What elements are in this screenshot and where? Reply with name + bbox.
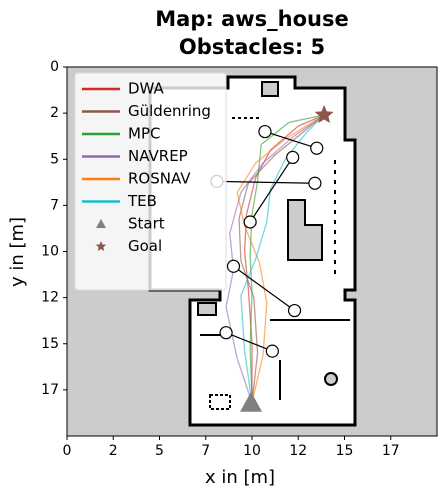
legend-label: Goal [128, 237, 162, 255]
y-tick-label: 17 [41, 382, 59, 398]
obstacle [308, 176, 322, 190]
obstacle-path [233, 265, 295, 312]
wall-block [287, 199, 323, 261]
legend-label: MPC [128, 125, 160, 143]
legend-label: DWA [128, 80, 165, 98]
x-tick-label: 7 [201, 443, 210, 459]
x-axis-label: x in [m] [205, 467, 275, 488]
wall-block [197, 302, 217, 316]
legend-label: TEB [127, 192, 157, 210]
legend-swatch [95, 241, 107, 251]
obstacle [310, 141, 324, 155]
wall-block [324, 372, 338, 386]
chart-subtitle: Obstacles: 5 [179, 35, 325, 59]
x-tick-label: 2 [109, 443, 118, 459]
trajectory [238, 114, 325, 403]
obstacle [219, 326, 233, 340]
x-tick-label: 17 [382, 443, 400, 459]
legend-label: NAVREP [128, 147, 188, 165]
trajectory [225, 114, 325, 403]
legend-label: Start [128, 215, 165, 233]
y-tick-label: 7 [50, 197, 59, 213]
x-tick-label: 15 [336, 443, 354, 459]
legend-box [74, 72, 227, 291]
y-tick-label: 15 [41, 336, 59, 352]
obstacle [226, 259, 241, 273]
legend-swatch [96, 219, 106, 228]
obstacle [258, 124, 272, 139]
legend: DWA Güldenring MPC NAVREP ROSNAV TEB Start Goal [74, 72, 227, 291]
furniture [209, 394, 231, 410]
x-tick-label: 10 [243, 443, 261, 459]
x-tick-label: 12 [289, 443, 307, 459]
y-tick-label: 10 [41, 244, 59, 260]
start-marker [240, 391, 263, 412]
obstacle-path [249, 157, 294, 223]
y-tick-label: 12 [41, 290, 59, 306]
chart-title: Map: aws_house [155, 7, 348, 31]
x-tick-label: 0 [63, 443, 72, 459]
y-axis-label: y in [m] [7, 217, 28, 287]
y-tick-label: 2 [50, 105, 59, 121]
legend-label: ROSNAV [128, 170, 191, 188]
y-tick-label: 0 [50, 59, 59, 75]
obstacle [286, 150, 300, 165]
legend-label: Güldenring [128, 102, 211, 120]
trajectory [236, 114, 325, 403]
obstacle-path [225, 332, 273, 352]
y-tick-label: 5 [50, 151, 59, 167]
goal-marker [314, 104, 334, 124]
x-tick-label: 5 [155, 443, 164, 459]
obstacle-path [264, 131, 317, 149]
obstacle-path [216, 180, 315, 184]
obstacle [243, 215, 257, 229]
wall-block [261, 81, 279, 97]
obstacle [287, 303, 302, 318]
obstacle [265, 344, 279, 358]
trajectory [249, 114, 325, 403]
